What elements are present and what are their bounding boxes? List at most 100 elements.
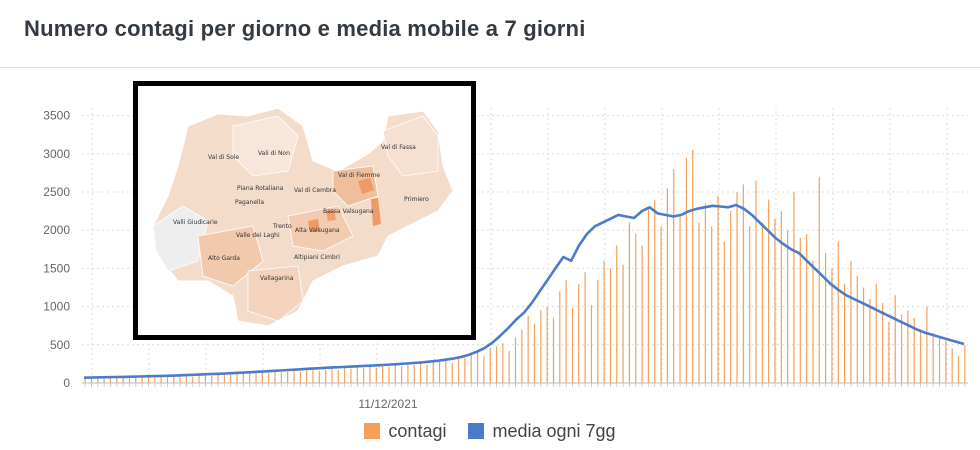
bar-contagi	[470, 353, 472, 383]
bar-contagi	[128, 378, 131, 383]
map-label: Val di Cembra	[294, 187, 336, 194]
map-label: Bassa Valsugana	[323, 208, 374, 215]
bar-contagi	[894, 295, 896, 383]
bar-contagi	[755, 180, 757, 383]
bar-contagi	[666, 188, 668, 383]
bar-contagi	[875, 283, 877, 383]
legend-item-media[interactable]: media ogni 7gg	[468, 421, 616, 442]
y-tick-label: 0	[63, 376, 70, 390]
map-subregion	[152, 205, 209, 272]
bar-contagi	[331, 368, 333, 383]
bar-contagi	[856, 276, 858, 383]
bar-contagi	[356, 366, 358, 383]
bar-contagi	[445, 358, 447, 383]
bar-contagi	[451, 363, 453, 383]
bar-contagi	[325, 369, 327, 383]
bar-contagi	[957, 356, 960, 383]
map-label: Vali di Non	[258, 150, 290, 157]
bar-contagi	[318, 370, 320, 383]
bar-contagi	[419, 363, 422, 383]
map-subregion	[287, 205, 354, 252]
bar-contagi	[90, 377, 93, 383]
bar-contagi	[413, 365, 415, 383]
bar-contagi	[654, 199, 656, 383]
bar-contagi	[660, 226, 662, 383]
bar-contagi	[521, 329, 523, 383]
bar-contagi	[552, 318, 555, 383]
bar-contagi	[261, 371, 263, 383]
bar-contagi	[679, 214, 681, 383]
bar-contagi	[527, 315, 529, 383]
y-tick-label: 2500	[43, 185, 70, 199]
bar-contagi	[806, 234, 808, 383]
bar-contagi	[597, 279, 599, 383]
map-hotspot	[308, 219, 320, 232]
bar-contagi	[502, 343, 504, 383]
legend-item-contagi[interactable]: contagi	[364, 421, 446, 442]
bar-contagi	[483, 356, 485, 383]
bar-contagi	[97, 377, 99, 383]
bar-contagi	[900, 314, 903, 383]
bar-contagi	[818, 176, 820, 383]
bar-contagi	[850, 260, 852, 383]
bar-contagi	[103, 378, 105, 383]
map-subregion	[232, 115, 299, 177]
bar-contagi	[514, 337, 517, 383]
bar-contagi	[717, 195, 719, 383]
bar-contagi	[426, 364, 428, 383]
bar-contagi	[268, 373, 270, 383]
map-hotspot	[371, 198, 381, 226]
bar-contagi	[628, 222, 631, 383]
bar-contagi	[692, 150, 694, 383]
bar-contagi	[932, 333, 934, 383]
bar-contagi	[223, 373, 225, 383]
bar-contagi	[495, 346, 498, 383]
y-tick-label: 1000	[43, 300, 70, 314]
bar-contagi	[590, 305, 593, 383]
legend-label-contagi: contagi	[388, 420, 447, 441]
bar-contagi	[799, 237, 801, 383]
bar-contagi	[109, 376, 112, 383]
bar-contagi	[698, 222, 700, 383]
bar-contagi	[749, 226, 751, 383]
bar-contagi	[122, 377, 124, 383]
bar-contagi	[337, 370, 339, 383]
bar-contagi	[635, 234, 637, 383]
bar-contagi	[711, 226, 713, 383]
bar-contagi	[382, 365, 384, 383]
bar-contagi	[704, 203, 706, 383]
bar-contagi	[249, 373, 251, 383]
bar-contagi	[964, 344, 966, 383]
bar-contagi	[173, 375, 175, 383]
map-label: Val di Fiemme	[338, 172, 381, 179]
bar-contagi	[287, 371, 289, 383]
bar-contagi	[730, 211, 732, 383]
bar-contagi	[375, 367, 377, 383]
bar-contagi	[768, 199, 770, 383]
bar-contagi	[793, 192, 795, 383]
bar-contagi	[831, 268, 833, 383]
bar-contagi	[432, 362, 434, 383]
bar-contagi	[862, 287, 865, 383]
y-tick-label: 500	[50, 338, 70, 352]
bar-contagi	[508, 350, 510, 383]
bar-contagi	[837, 241, 839, 383]
bar-contagi	[242, 372, 244, 383]
bar-contagi	[540, 310, 542, 383]
legend-swatch-media	[468, 423, 485, 439]
bar-contagi	[603, 260, 605, 383]
bar-contagi	[160, 376, 162, 383]
bar-contagi	[198, 374, 200, 383]
bar-contagi	[622, 264, 624, 383]
bar-contagi	[609, 268, 612, 383]
bar-contagi	[584, 272, 586, 383]
bar-contagi	[546, 306, 548, 383]
bar-contagi	[204, 374, 207, 383]
bar-contagi	[913, 318, 915, 383]
bar-contagi	[400, 366, 403, 383]
bar-contagi	[116, 376, 118, 383]
bar-contagi	[154, 376, 156, 383]
map-label: Primiero	[404, 196, 429, 203]
map-label: Vallagarina	[260, 275, 294, 282]
bar-contagi	[299, 371, 301, 383]
